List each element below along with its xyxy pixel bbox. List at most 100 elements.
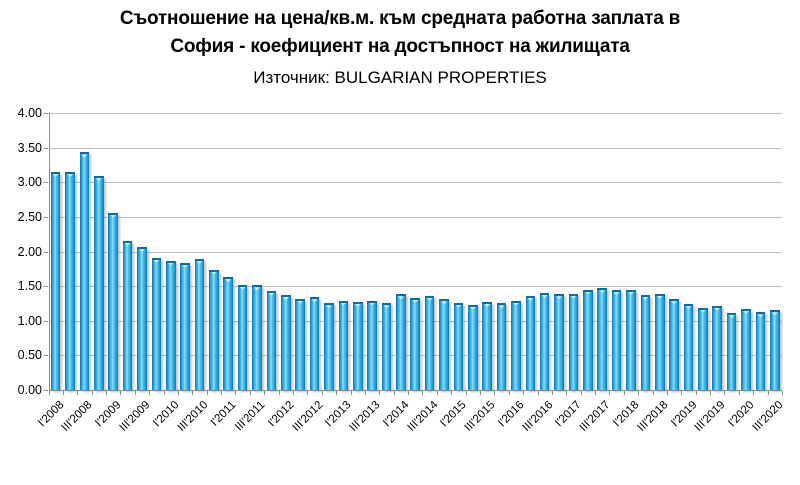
bar-top-highlight (599, 290, 606, 294)
x-axis-tick (465, 391, 467, 395)
bar-top-highlight (268, 292, 275, 296)
y-axis-line (48, 113, 50, 391)
bar-top-highlight (671, 301, 678, 305)
bar-top-highlight (642, 297, 649, 301)
x-axis-tick (293, 391, 294, 395)
x-axis-tick (249, 391, 251, 395)
x-axis-tick (523, 391, 525, 395)
x-axis-tick (681, 391, 683, 395)
bar (482, 302, 492, 390)
x-axis-tick (177, 391, 179, 395)
y-axis-tick (44, 113, 48, 114)
bar (122, 241, 133, 390)
bar-top-highlight (455, 304, 462, 308)
bar-top-highlight (771, 312, 778, 316)
y-axis-tick (44, 355, 48, 357)
bar (108, 212, 118, 390)
bar-top-highlight (541, 295, 548, 299)
x-axis-tick (307, 391, 309, 395)
bar (237, 284, 248, 390)
x-axis-tick (695, 391, 697, 395)
bar (281, 295, 291, 390)
gridline (48, 113, 782, 114)
y-axis-label: 1.00 (17, 313, 42, 328)
bar (367, 300, 377, 390)
x-axis-tick (738, 391, 740, 395)
bar-top-highlight (527, 297, 534, 301)
bar-top-highlight (584, 291, 591, 295)
bar-top-highlight (699, 309, 706, 313)
chart-source-label: Източник: BULGARIAN PROPERTIES (253, 68, 547, 87)
x-axis-tick (48, 391, 50, 395)
y-axis-label: 1.50 (17, 279, 42, 294)
y-axis-tick (44, 390, 48, 391)
bar (755, 312, 766, 390)
bar (439, 299, 449, 390)
x-axis-tick (782, 391, 783, 395)
x-axis-tick (321, 391, 323, 395)
bar (539, 293, 550, 390)
bar-top-highlight (297, 300, 304, 304)
bar-top-highlight (67, 173, 74, 177)
bar (525, 295, 536, 390)
bar (295, 298, 305, 390)
x-axis-tick (364, 391, 366, 395)
x-axis-tick (163, 391, 165, 395)
bar (669, 299, 679, 390)
bar (741, 308, 751, 390)
bar (396, 294, 406, 390)
bar (453, 302, 464, 390)
bar-top-highlight (714, 307, 721, 311)
x-axis-tick (652, 391, 654, 395)
bar-top-highlight (613, 292, 620, 296)
y-axis-tick (44, 320, 48, 322)
x-axis-tick (350, 391, 352, 395)
x-axis-tick (149, 391, 151, 395)
bar-top-highlight (484, 304, 491, 308)
bar (223, 277, 234, 390)
y-axis-label: 4.00 (17, 106, 42, 120)
bar-top-highlight (441, 301, 447, 305)
gridline (48, 251, 782, 253)
bar-top-highlight (412, 299, 419, 303)
bar-top-highlight (124, 243, 131, 247)
gridline (48, 286, 782, 288)
y-axis-tick (44, 251, 48, 253)
bar (424, 295, 435, 390)
x-axis-tick (221, 391, 223, 395)
x-axis-tick (106, 391, 108, 395)
x-axis-tick (609, 391, 611, 395)
bar (180, 263, 190, 390)
chart-title-line2: София - коефициент на достъпност на жили… (170, 36, 630, 57)
chart-title: Съотношение на цена/кв.м. към средната р… (0, 5, 800, 61)
bar (352, 302, 363, 390)
chart-title-line1: Съотношение на цена/кв.м. към средната р… (119, 8, 681, 29)
y-axis-label: 0.50 (17, 348, 42, 363)
bar (496, 303, 507, 390)
x-axis-tick (753, 391, 755, 395)
x-axis-tick (451, 391, 453, 395)
bar (65, 171, 75, 390)
bar-top-highlight (282, 297, 289, 301)
bar (726, 313, 737, 390)
bar (50, 171, 61, 390)
bar (583, 289, 593, 390)
bar (309, 297, 320, 390)
bar (626, 289, 636, 390)
bar-top-highlight (196, 261, 203, 265)
bar-top-highlight (498, 305, 505, 309)
bar-top-highlight (52, 173, 59, 177)
x-axis-tick (379, 391, 381, 395)
bar (266, 290, 277, 390)
x-axis-tick (767, 391, 769, 395)
bar-top-highlight (325, 305, 332, 309)
bar (324, 303, 334, 390)
gridline (48, 216, 782, 218)
bar-top-highlight (728, 315, 735, 319)
x-axis-tick (710, 391, 712, 395)
affordability-bar-chart: Съотношение на цена/кв.м. към средната р… (0, 5, 800, 434)
x-axis-tick (623, 391, 625, 395)
x-axis-tick (580, 391, 582, 395)
gridline (48, 390, 782, 391)
x-axis-tick (436, 391, 438, 395)
